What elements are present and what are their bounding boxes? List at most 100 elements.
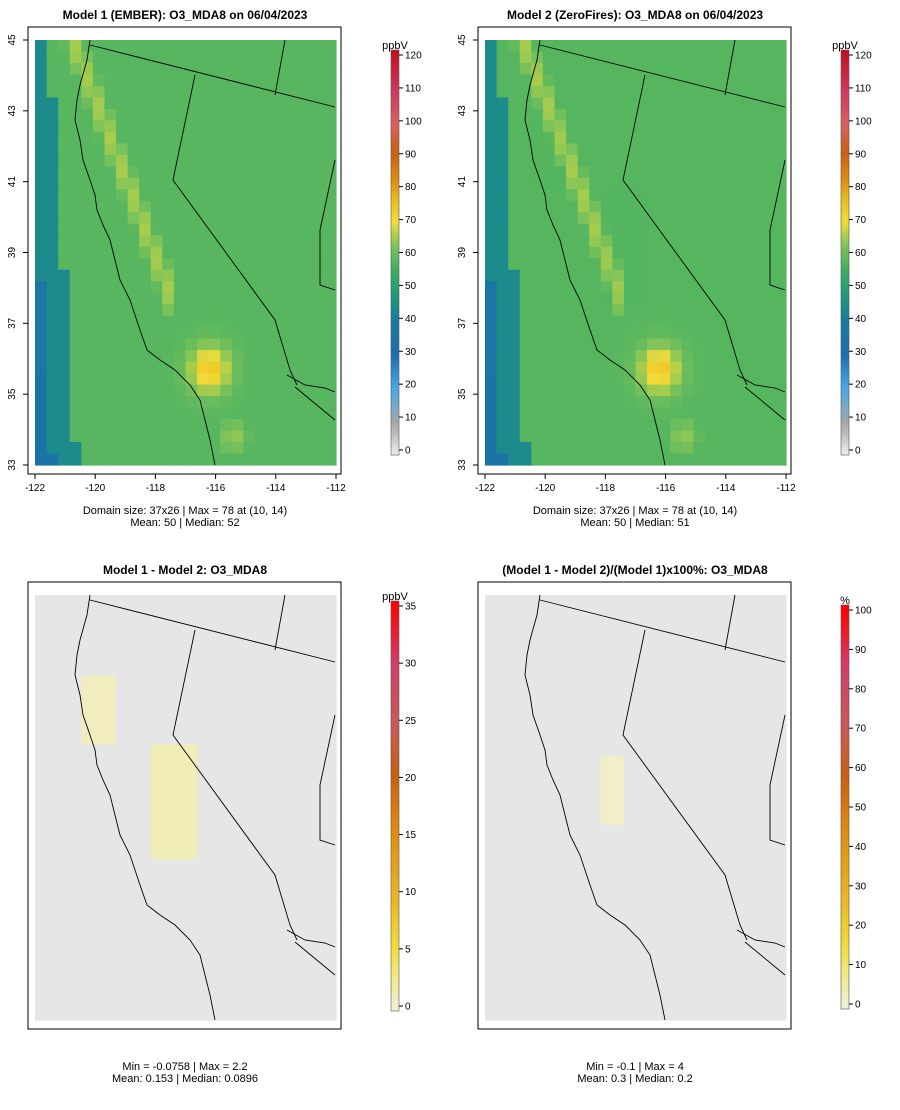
heatmap-cell [116, 419, 129, 432]
heatmap-cell [751, 985, 764, 998]
heatmap-cell [681, 755, 694, 768]
heatmap-cell [612, 939, 625, 952]
heatmap-cell [35, 709, 48, 722]
heatmap-cell [127, 85, 140, 99]
heatmap-cell [739, 442, 752, 455]
heatmap-cell [519, 166, 532, 179]
colorbar-step [391, 340, 399, 345]
heatmap-cell [46, 62, 59, 76]
heatmap-cell [208, 350, 221, 363]
heatmap-cell [127, 246, 140, 259]
heatmap-cell [185, 824, 198, 837]
heatmap-cell [600, 905, 613, 918]
heatmap-cell [289, 629, 302, 642]
heatmap-cell [278, 442, 291, 455]
colorbar-step [841, 638, 849, 643]
heatmap-cell [266, 40, 279, 53]
heatmap-cell [266, 442, 279, 455]
heatmap-cell [554, 997, 567, 1010]
heatmap-cell [301, 223, 314, 236]
heatmap-cell [116, 384, 129, 397]
colorbar-tick-label: 30 [855, 881, 867, 892]
heatmap-cell [774, 407, 787, 420]
heatmap-cell [104, 617, 117, 631]
heatmap-cell [116, 962, 129, 975]
heatmap-cell [173, 143, 187, 156]
heatmap-cell [739, 304, 752, 317]
heatmap-cell [220, 85, 233, 99]
colorbar-step [841, 978, 849, 983]
colorbar-step [841, 682, 849, 687]
heatmap-cell [46, 189, 59, 202]
heatmap-cell [116, 629, 129, 642]
heatmap-cell [289, 419, 302, 432]
colorbar-step [391, 303, 399, 308]
colorbar-step [391, 401, 399, 405]
heatmap-cell [681, 143, 694, 156]
heatmap-cell [496, 709, 509, 722]
colorbar-tick-label: 0 [855, 446, 861, 457]
colorbar-step [841, 628, 849, 633]
heatmap-cell [150, 338, 163, 351]
heatmap-cell [670, 200, 683, 213]
heatmap-cell [485, 269, 498, 282]
heatmap-cell [589, 292, 602, 305]
heatmap-cell [127, 916, 140, 929]
colorbar-step [391, 706, 399, 711]
heatmap-cell [554, 442, 567, 455]
colorbar-step [841, 110, 849, 115]
heatmap-cell [704, 453, 718, 466]
heatmap-cell [266, 396, 279, 409]
heatmap-cell [139, 767, 152, 780]
heatmap-cell [220, 442, 233, 455]
heatmap-cell [704, 617, 718, 631]
heatmap-cell [658, 292, 671, 305]
heatmap-cell [301, 778, 314, 791]
colorbar-step [841, 397, 849, 402]
heatmap-cell [231, 801, 244, 814]
colorbar-step [391, 730, 399, 735]
heatmap-cell [197, 327, 210, 340]
colorbar-step [391, 905, 399, 909]
colorbar-step [391, 198, 399, 203]
heatmap-cell [278, 962, 291, 975]
heatmap-cell [704, 778, 718, 791]
heatmap-cell [254, 767, 268, 780]
heatmap-cell [600, 663, 613, 677]
heatmap-cell [46, 74, 59, 87]
heatmap-cell [69, 767, 82, 780]
heatmap-cell [519, 200, 532, 213]
heatmap-cell [704, 755, 718, 768]
heatmap-cell [485, 652, 498, 665]
heatmap-cell [69, 928, 82, 941]
colorbar-step [391, 195, 399, 200]
heatmap-cell [508, 1008, 521, 1021]
heatmap-cell [208, 442, 221, 455]
heatmap-cell [774, 154, 787, 167]
heatmap-cell [485, 108, 498, 122]
heatmap-cell [289, 997, 302, 1010]
heatmap-cell [312, 985, 326, 998]
heatmap-cell [92, 1008, 106, 1021]
border-line [769, 714, 786, 846]
heatmap-cell [301, 200, 314, 213]
heatmap-cell [693, 315, 706, 328]
heatmap-cell [531, 327, 544, 340]
heatmap-cell [231, 223, 244, 236]
heatmap-cell [600, 154, 613, 167]
heatmap-cell [81, 62, 94, 76]
heatmap-cell [496, 859, 509, 872]
heatmap-cell [531, 686, 544, 699]
heatmap-cell [623, 143, 637, 156]
heatmap-cell [508, 790, 521, 803]
heatmap-cell [324, 223, 337, 236]
heatmap-cell [173, 120, 187, 133]
heatmap-cell [104, 327, 117, 340]
heatmap-cell [150, 755, 163, 768]
heatmap-cell [254, 131, 268, 144]
colorbar-step [391, 761, 399, 766]
heatmap-cell [289, 223, 302, 236]
heatmap-cell [554, 985, 567, 998]
heatmap-cell [519, 698, 532, 711]
heatmap-cell [762, 373, 776, 386]
